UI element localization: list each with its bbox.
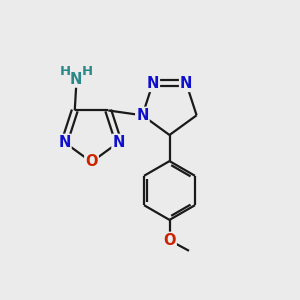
Text: H: H bbox=[82, 65, 93, 78]
Text: N: N bbox=[136, 108, 148, 123]
Text: N: N bbox=[58, 135, 70, 150]
Text: N: N bbox=[147, 76, 159, 91]
Text: N: N bbox=[180, 76, 192, 91]
Text: N: N bbox=[112, 135, 125, 150]
Text: H: H bbox=[59, 65, 70, 78]
Text: N: N bbox=[70, 72, 82, 87]
Text: O: O bbox=[163, 233, 176, 248]
Text: O: O bbox=[85, 154, 98, 169]
